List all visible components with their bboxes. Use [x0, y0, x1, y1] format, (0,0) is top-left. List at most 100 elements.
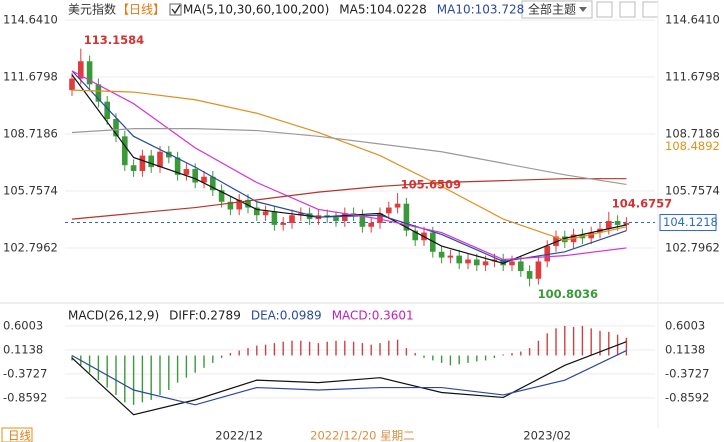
- legend-entry: MA10:103.728: [437, 3, 525, 17]
- candle-body: [95, 84, 102, 102]
- footer-label: 日线: [8, 429, 31, 442]
- candle-body: [526, 271, 533, 279]
- line-series: [71, 350, 627, 406]
- footer-box[interactable]: [1, 427, 33, 442]
- line-series: [71, 128, 627, 186]
- y-tick-label-right: 0.6003: [665, 318, 705, 332]
- candle-body: [456, 255, 462, 264]
- last-price-label: 104.1218: [663, 215, 718, 229]
- candle-body: [465, 259, 471, 264]
- candle-body: [535, 261, 542, 279]
- marker-label: 108.4892: [665, 139, 720, 153]
- candle-body: [359, 215, 366, 227]
- candle-body: [438, 251, 445, 258]
- candle-body: [245, 199, 251, 208]
- candle-body: [298, 213, 304, 216]
- y-tick-label-right: 105.7574: [665, 184, 720, 198]
- y-tick-label-right: 111.6798: [665, 70, 720, 84]
- low-label: 100.8036: [538, 287, 598, 301]
- y-tick-label-right: 0.1138: [665, 342, 705, 356]
- last-price-box: [659, 214, 717, 232]
- candle-body: [227, 201, 234, 210]
- y-tick-label-right: 114.6410: [665, 13, 720, 27]
- candle-body: [623, 222, 630, 225]
- x-tick-label: 2023/02: [523, 429, 571, 442]
- dropdown-arrow: [579, 7, 587, 12]
- candle-body: [104, 101, 110, 120]
- candle-body: [262, 211, 269, 216]
- candle-body: [403, 203, 410, 231]
- line-series: [71, 89, 627, 241]
- legend-entry: MA5:104.0228: [339, 3, 427, 17]
- high-label: 105.6509: [401, 178, 461, 192]
- candle-body: [606, 221, 612, 229]
- candle-body: [333, 217, 339, 222]
- candle-body: [447, 255, 454, 258]
- legend-entry: MACD:0.3601: [332, 309, 414, 323]
- candle-body: [518, 261, 524, 272]
- x-tick-label: 2022/12/20 星期二: [310, 429, 414, 442]
- line-series: [71, 70, 627, 261]
- candle-body: [588, 232, 594, 239]
- high-label: 113.1584: [84, 33, 144, 47]
- y-tick-label: 0.6003: [3, 318, 43, 332]
- y-tick-label-right: 108.7186: [665, 127, 720, 141]
- high-label: 104.6757: [612, 196, 672, 210]
- ma-checkbox[interactable]: [169, 3, 182, 16]
- chart-title: 美元指数: [68, 2, 116, 17]
- candle-body: [122, 136, 128, 166]
- candle-body: [130, 165, 137, 171]
- y-tick-label: 102.7962: [3, 241, 58, 255]
- candle-body: [342, 213, 348, 222]
- candle-body: [271, 211, 278, 225]
- candle-body: [174, 157, 181, 175]
- y-tick-label-right: -0.3727: [665, 366, 709, 380]
- candle-body: [368, 222, 374, 227]
- candle-body: [562, 236, 568, 243]
- layout-button[interactable]: [619, 1, 636, 18]
- candle-body: [157, 151, 163, 168]
- candle-body: [218, 190, 225, 202]
- line-series: [71, 70, 627, 263]
- candle-body: [430, 232, 436, 252]
- line-series: [71, 178, 627, 220]
- expand-button[interactable]: [642, 1, 659, 18]
- candle-body: [236, 199, 242, 210]
- grid-button[interactable]: [596, 1, 613, 18]
- line-series: [71, 341, 627, 416]
- candle-body: [69, 78, 75, 91]
- candle-body: [201, 176, 207, 183]
- y-tick-label: 0.1138: [3, 342, 43, 356]
- candle-body: [544, 246, 550, 262]
- candle-body: [386, 207, 392, 214]
- y-tick-label: -0.8592: [3, 390, 47, 404]
- candle-body: [350, 213, 357, 216]
- y-tick-label: 105.7574: [3, 184, 58, 198]
- candle-body: [553, 236, 559, 247]
- candle-body: [500, 259, 506, 266]
- legend-entry: MACD(26,12,9): [68, 309, 159, 323]
- candle-body: [394, 203, 401, 208]
- candle-body: [183, 169, 190, 175]
- candle-body: [166, 151, 172, 158]
- line-series: [71, 74, 627, 264]
- legend-entry: DIFF:0.2789: [169, 309, 241, 323]
- legend-entry: MA(5,10,30,60,100,200): [183, 3, 329, 17]
- y-tick-label: 111.6798: [3, 70, 58, 84]
- y-tick-label: -0.3727: [3, 366, 47, 380]
- candle-body: [113, 119, 119, 137]
- candle-body: [474, 259, 480, 266]
- candle-body: [412, 230, 418, 241]
- theme-dropdown[interactable]: [521, 0, 593, 19]
- candle-body: [148, 155, 154, 168]
- candle-body: [377, 213, 383, 223]
- candle-body: [614, 221, 621, 225]
- candle-body: [78, 61, 84, 79]
- candle-body: [482, 261, 489, 266]
- y-tick-label-right: 102.7962: [665, 241, 720, 255]
- y-tick-label: 108.7186: [3, 127, 58, 141]
- x-tick-label: 2022/12: [215, 429, 263, 442]
- period-label[interactable]: 【日线】: [117, 3, 165, 17]
- candle-body: [139, 155, 146, 171]
